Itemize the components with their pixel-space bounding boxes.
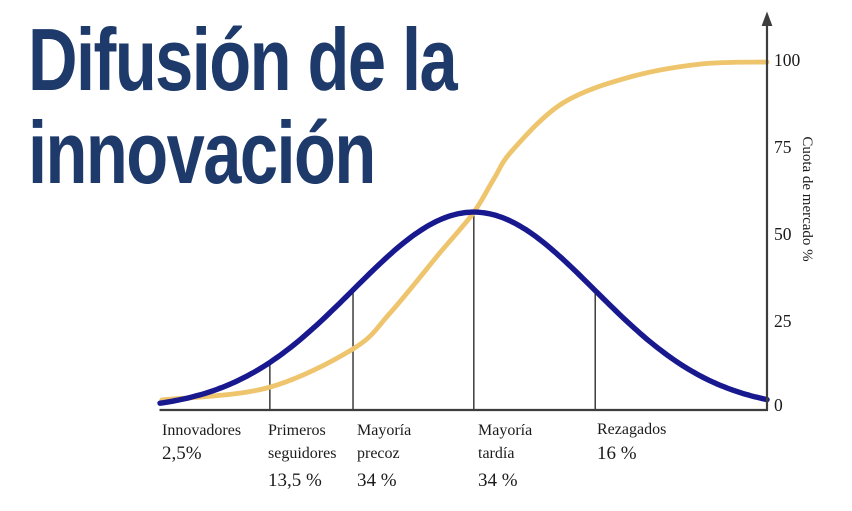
segment-percent: 34 % xyxy=(478,470,518,491)
segment-label-mayoria-tardia: Mayoría tardía 34 % xyxy=(478,422,532,491)
y-tick-100: 100 xyxy=(774,50,801,70)
segment-percent: 34 % xyxy=(357,470,397,491)
segment-label-innovadores: Innovadores 2,5% xyxy=(162,422,241,464)
y-axis-title: Cuota de mercado % xyxy=(799,136,815,261)
title-line-2: innovación xyxy=(28,102,376,202)
y-tick-labels: 0 25 50 75 100 xyxy=(774,50,801,415)
page-title: Difusión de la innovación xyxy=(28,10,458,202)
y-axis-arrow-icon xyxy=(761,11,773,26)
segment-name: precoz xyxy=(357,445,400,462)
segment-name: Mayoría xyxy=(357,422,411,439)
segment-name: tardía xyxy=(478,445,514,462)
segment-name: Innovadores xyxy=(162,422,241,439)
segment-name: Rezagados xyxy=(597,421,666,438)
segment-percent: 16 % xyxy=(597,443,637,464)
segment-labels: Innovadores 2,5% Primeros seguidores 13,… xyxy=(162,421,666,491)
segment-name: seguidores xyxy=(268,445,336,462)
y-tick-25: 25 xyxy=(774,311,792,331)
adoption-bell-curve xyxy=(157,209,770,406)
segment-name: Primeros xyxy=(268,422,326,439)
segment-percent: 2,5% xyxy=(162,443,202,464)
y-tick-50: 50 xyxy=(774,224,792,244)
title-line-1: Difusión de la xyxy=(28,10,458,109)
segment-percent: 13,5 % xyxy=(268,470,322,491)
y-tick-0: 0 xyxy=(774,395,783,415)
segment-label-mayoria-precoz: Mayoría precoz 34 % xyxy=(357,422,411,491)
market-share-s-curve xyxy=(159,59,770,403)
segment-label-rezagados: Rezagados 16 % xyxy=(597,421,666,464)
segment-name: Mayoría xyxy=(478,422,532,439)
y-tick-75: 75 xyxy=(774,137,792,157)
segment-label-primeros-seguidores: Primeros seguidores 13,5 % xyxy=(268,422,336,491)
